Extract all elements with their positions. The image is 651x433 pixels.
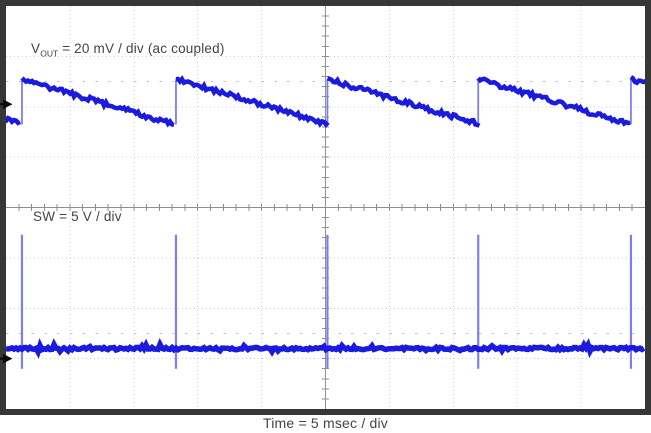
scope-graticule xyxy=(6,6,645,409)
time-scale-label: Time = 5 msec / div xyxy=(262,415,389,431)
vout-symbol: V xyxy=(31,41,41,56)
vout-scale-text: = 20 mV / div (ac coupled) xyxy=(58,41,225,56)
channel-ref-markers xyxy=(0,99,13,364)
sw-trace xyxy=(6,234,645,369)
scope-frame-border xyxy=(0,0,651,415)
vout-trace xyxy=(6,75,645,129)
vout-scale-label: VOUT = 20 mV / div (ac coupled) xyxy=(31,41,225,62)
vout-subscript: OUT xyxy=(40,48,59,59)
sw-scale-label: SW = 5 V / div xyxy=(33,209,122,224)
